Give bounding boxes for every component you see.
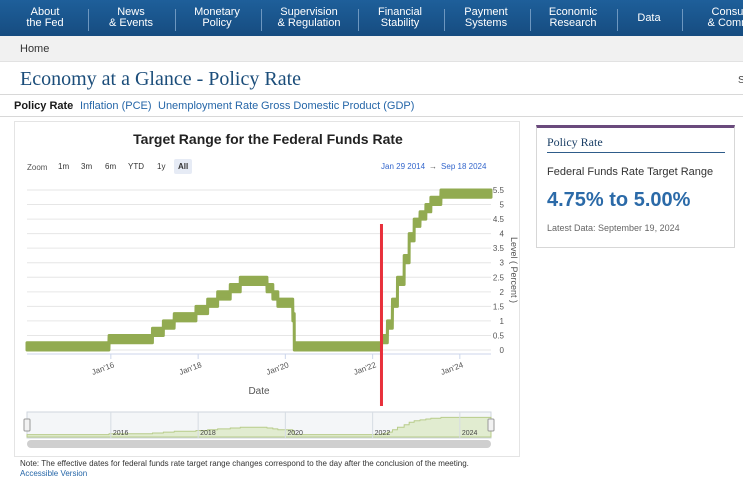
nav-divider [358, 9, 359, 31]
y-axis-label: Level ( Percent ) [509, 237, 519, 303]
tab-gdp[interactable]: Gross Domestic Product (GDP) [261, 100, 415, 112]
chart-title: Target Range for the Federal Funds Rate [133, 131, 403, 147]
accessible-version-link[interactable]: Accessible Version [20, 469, 88, 478]
nav-label: Payment [464, 6, 508, 18]
zoom-all-button[interactable]: All [174, 159, 193, 174]
nav-label: Research [549, 17, 597, 29]
y-tick-label: 3 [500, 259, 505, 268]
zoom-3m-button[interactable]: 3m [81, 162, 93, 171]
nav-label: Financial [377, 6, 423, 18]
breadcrumb-home[interactable]: Home [20, 43, 50, 55]
nav-label: Supervision [280, 6, 338, 18]
rate-chart: 0 0.5 1 1.5 2 2.5 3 3.5 4 4.5 5 5.5 Level ( Percent … [23, 186, 519, 448]
x-axis-label: Date [248, 386, 270, 397]
cut-off-text: S [738, 75, 743, 86]
navigator-left-handle [23, 418, 31, 432]
nav-divider [88, 9, 89, 31]
nav-divider [175, 9, 176, 31]
nav-label: News [117, 6, 145, 18]
nav-label: About [30, 6, 60, 18]
navigator-scrollbar [27, 440, 491, 448]
y-tick-label: 4 [500, 230, 505, 239]
y-tick-label: 0 [500, 346, 505, 355]
chart-note: Note: The effective dates for federal fu… [20, 459, 469, 468]
nav-label: Monetary [194, 6, 240, 18]
nav-label: the Fed [26, 17, 64, 29]
nav-divider [530, 9, 531, 31]
nav-payment-systems[interactable]: Payment Systems [454, 0, 518, 36]
nav-divider [444, 9, 445, 31]
nav-news-events[interactable]: News & Events [100, 0, 162, 36]
zoom-ytd-button[interactable]: YTD [128, 162, 144, 171]
nav-label: Systems [464, 17, 508, 29]
tab-inflation-pce[interactable]: Inflation (PCE) [80, 100, 152, 112]
navigator-tick-label: 2024 [462, 430, 478, 437]
y-tick-label: 5 [500, 201, 505, 210]
nav-label: & Commu [707, 17, 743, 29]
date-range: Jan 29 2014 → Sep 18 2024 [381, 162, 486, 171]
zoom-1m-button[interactable]: 1m [58, 162, 70, 171]
nav-divider [261, 9, 262, 31]
navigator-tick-label: 2022 [375, 430, 391, 437]
rate-range-band [25, 188, 493, 352]
navigator-series [26, 416, 492, 438]
chart-panel: Target Range for the Federal Funds Rate … [14, 121, 520, 457]
nav-label: & Regulation [277, 17, 341, 29]
card-label: Federal Funds Rate Target Range [547, 166, 714, 178]
breadcrumb: Home [0, 36, 743, 62]
nav-label: Economic [548, 6, 598, 18]
y-tick-label: 3.5 [493, 244, 505, 253]
tab-unemployment-rate[interactable]: Unemployment Rate [158, 100, 259, 112]
nav-label: Consum [711, 6, 743, 18]
zoom-label: Zoom [27, 163, 48, 172]
nav-divider [682, 9, 683, 31]
tab-policy-rate[interactable]: Policy Rate [14, 100, 74, 112]
card-value: 4.75% to 5.00% [547, 189, 691, 211]
y-tick-label: 5.5 [493, 186, 505, 195]
page-title: Economy at a Glance - Policy Rate [20, 68, 302, 90]
policy-rate-card: Policy Rate Federal Funds Rate Target Ra… [536, 125, 735, 248]
card-divider [547, 152, 725, 153]
navigator-tick-label: 2016 [113, 430, 129, 437]
nav-monetary-policy[interactable]: Monetary Policy [185, 0, 249, 36]
y-tick-label: 1 [500, 317, 505, 326]
card-title: Policy Rate [547, 135, 603, 149]
zoom-1y-button[interactable]: 1y [157, 162, 166, 171]
navigator-right-handle [487, 418, 495, 432]
y-tick-label: 2.5 [493, 273, 505, 282]
nav-label: Data [637, 11, 661, 24]
nav-financial-stability[interactable]: Financial Stability [368, 0, 432, 36]
nav-divider [617, 9, 618, 31]
range-to-input[interactable]: Sep 18 2024 [441, 162, 487, 171]
range-arrow-icon: → [429, 162, 438, 171]
nav-economic-research[interactable]: Economic Research [540, 0, 606, 36]
x-tick-label: Jan'16 [91, 360, 117, 377]
x-tick-label: Jan'18 [178, 360, 204, 377]
nav-label: Policy [202, 17, 232, 29]
card-latest-date: Latest Data: September 19, 2024 [547, 223, 680, 233]
y-tick-label: 1.5 [493, 302, 505, 311]
y-tick-label: 2 [500, 288, 505, 297]
y-tick-label: 4.5 [493, 215, 505, 224]
x-tick-label: Jan'22 [352, 360, 378, 377]
x-tick-label: Jan'24 [440, 360, 466, 377]
navigator-tick-label: 2020 [287, 430, 303, 437]
zoom-6m-button[interactable]: 6m [105, 162, 117, 171]
nav-supervision-regulation[interactable]: Supervision & Regulation [271, 0, 347, 36]
y-tick-label: 0.5 [493, 331, 505, 340]
nav-label: Stability [380, 17, 420, 29]
indicator-tabs: Policy Rate Inflation (PCE) Unemployment… [0, 95, 743, 117]
x-tick-label: Jan'20 [265, 360, 291, 377]
nav-label: & Events [108, 17, 154, 29]
top-nav: About the Fed News & Events Monetary Pol… [0, 0, 743, 36]
range-from-input[interactable]: Jan 29 2014 [381, 162, 426, 171]
nav-data[interactable]: Data [627, 0, 671, 36]
nav-consumers-communities[interactable]: Consum & Commu [692, 0, 743, 36]
title-divider [0, 94, 743, 95]
nav-about[interactable]: About the Fed [14, 0, 76, 36]
navigator-tick-label: 2018 [200, 430, 216, 437]
